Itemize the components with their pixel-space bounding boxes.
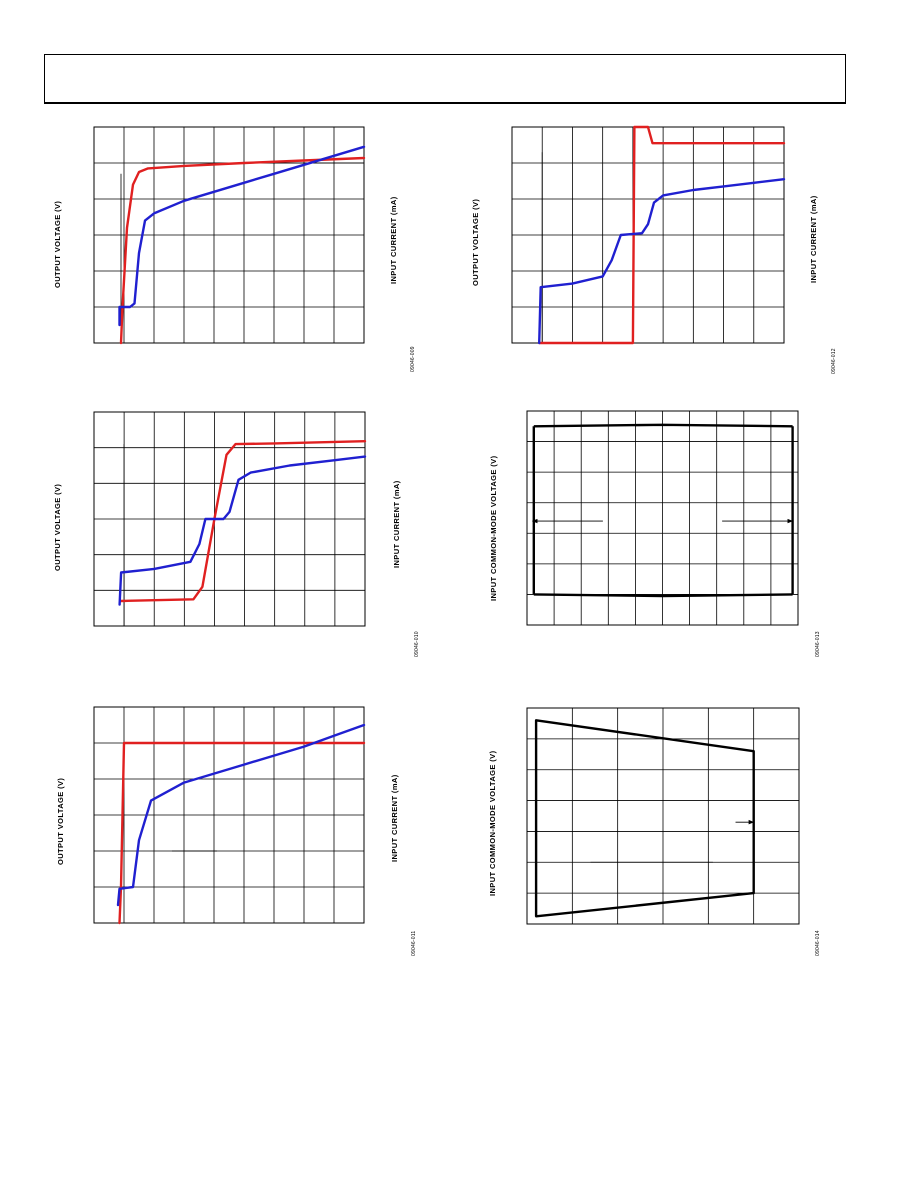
boundary-line: [533, 593, 793, 598]
chart-1-fig-code: 09046-009: [410, 346, 416, 372]
chart-5-fig-code: 09046-011: [411, 930, 417, 956]
chart-2-ylabel: OUTPUT VOLTAGE (V): [471, 198, 480, 286]
chart-2-plot: [511, 125, 786, 345]
series-line-2: [537, 178, 786, 345]
series-line-2: [116, 723, 366, 907]
plot-frame: [93, 126, 365, 344]
series-line-2: [118, 145, 366, 327]
series-line-1: [119, 440, 367, 603]
chart-1-y2label: INPUT CURRENT (mA): [389, 196, 398, 284]
chart-1: OUTPUT VOLTAGE (V) INPUT CURRENT (mA) 09…: [50, 120, 420, 380]
chart-1-plot: [93, 126, 366, 345]
chart-3-plot: [93, 411, 367, 627]
series-line-1: [119, 156, 366, 345]
series-line-2: [118, 455, 367, 606]
plot-frame: [526, 707, 800, 925]
chart-6-fig-code: 09046-014: [815, 930, 821, 956]
chart-2-y2label: INPUT CURRENT (mA): [809, 195, 818, 283]
chart-6-ylabel: INPUT COMMON-MODE VOLTAGE (V): [488, 750, 497, 896]
chart-2: OUTPUT VOLTAGE (V) INPUT CURRENT (mA) 09…: [468, 120, 848, 380]
chart-4-fig-code: 09046-013: [815, 631, 821, 657]
plot-frame: [93, 706, 365, 924]
chart-6-plot: [526, 707, 800, 925]
chart-3-fig-code: 09046-010: [414, 631, 420, 657]
chart-2-fig-code: 09046-012: [831, 348, 837, 374]
plot-frame: [93, 411, 366, 627]
chart-3-ylabel: OUTPUT VOLTAGE (V): [53, 483, 62, 571]
chart-4-ylabel: INPUT COMMON-MODE VOLTAGE (V): [489, 455, 498, 601]
chart-5-ylabel: OUTPUT VOLTAGE (V): [56, 777, 65, 865]
chart-1-ylabel: OUTPUT VOLTAGE (V): [53, 200, 62, 288]
page-header-box: [44, 54, 846, 104]
chart-5: OUTPUT VOLTAGE (V) INPUT CURRENT (mA) 09…: [50, 700, 420, 960]
chart-4: INPUT COMMON-MODE VOLTAGE (V) 09046-013: [485, 405, 845, 665]
chart-5-y2label: INPUT CURRENT (mA): [390, 774, 399, 862]
series-line-1: [537, 125, 786, 345]
boundary-line: [533, 423, 793, 428]
series-line-1: [118, 741, 366, 925]
chart-5-plot: [93, 706, 366, 925]
boundary-line: [534, 719, 755, 918]
chart-3: OUTPUT VOLTAGE (V) INPUT CURRENT (mA) 09…: [50, 405, 420, 665]
chart-4-plot: [526, 410, 799, 626]
chart-6: INPUT COMMON-MODE VOLTAGE (V) 09046-014: [485, 700, 845, 960]
chart-3-y2label: INPUT CURRENT (mA): [392, 480, 401, 568]
plot-frame: [526, 410, 799, 626]
